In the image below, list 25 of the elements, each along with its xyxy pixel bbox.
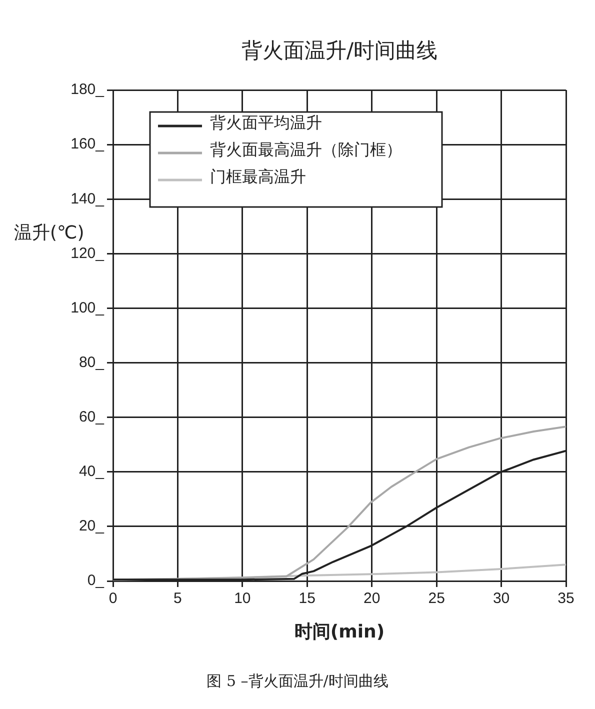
legend-label: 背火面最高温升（除门框） [210,140,402,160]
y-tick-label: 180_ [70,81,105,98]
legend-label: 背火面平均温升 [210,113,322,132]
y-tick-label: 20_ [78,518,105,535]
y-tick-label: 60_ [78,408,105,426]
x-tick-label: 25 [428,590,445,608]
y-tick-label: 100_ [70,299,105,316]
y-tick-label: 0_ [87,572,105,590]
x-tick-label: 5 [174,590,182,608]
y-tick-label: 80_ [78,354,105,371]
x-tick-label: 10 [234,590,251,608]
x-tick-label: 20 [364,590,380,608]
x-axis-title: 时间(min) [294,622,385,643]
y-tick-label: 140_ [70,190,105,208]
legend-label: 门框最高温升 [210,167,306,186]
y-tick-label: 40_ [78,463,105,480]
y-axis-title: 温升(℃) [14,222,84,244]
chart-title: 背火面温升/时间曲线 [241,38,438,62]
x-tick-label: 15 [298,590,316,608]
y-tick-label: 160_ [70,136,105,153]
y-tick-label: 120_ [70,244,105,262]
x-tick-label: 0 [108,590,118,608]
x-tick-label: 35 [558,590,574,608]
x-tick-label: 30 [492,590,510,608]
caption: 图 5 –背火面温升/时间曲线 [206,672,390,691]
